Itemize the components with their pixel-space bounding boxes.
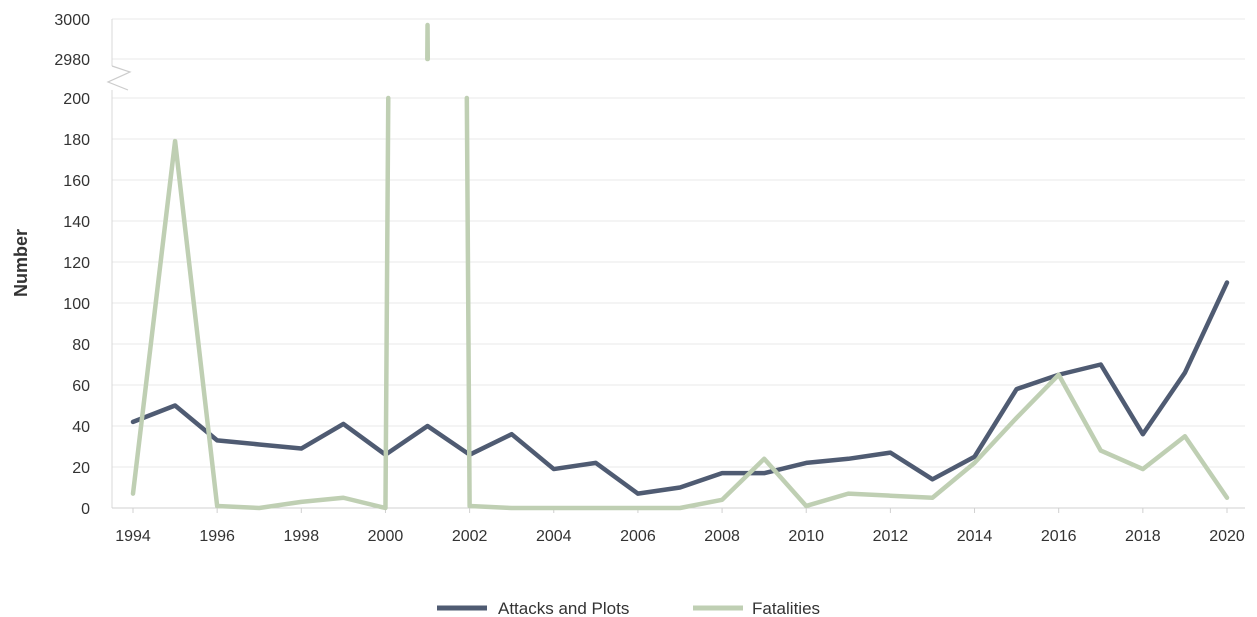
y-axis-label: Number	[11, 229, 31, 297]
legend-label: Fatalities	[752, 599, 820, 617]
legend: Attacks and Plots Fatalities	[437, 599, 820, 617]
series-line	[130, 280, 1230, 496]
series	[130, 22, 1230, 511]
legend-label: Attacks and Plots	[498, 599, 629, 617]
x-tick-label: 2008	[704, 528, 740, 545]
series-fatalities	[130, 22, 1230, 511]
x-tick-label: 2006	[620, 528, 656, 545]
x-tick-label: 2000	[368, 528, 404, 545]
x-tick-label: 2010	[788, 528, 824, 545]
x-tick-label: 2012	[873, 528, 909, 545]
x-tick-label: 1998	[284, 528, 320, 545]
x-tick-label: 2016	[1041, 528, 1077, 545]
x-axis: 1994 1996 1998 2000 2002 2004 2006 2008 2010 2012…	[112, 507, 1245, 545]
x-tick-label: 2004	[536, 528, 572, 545]
x-tick-label: 1996	[199, 528, 235, 545]
y-tick-label: 100	[63, 296, 90, 313]
x-tick-label: 2020	[1209, 528, 1245, 545]
y-tick-label: 60	[72, 378, 90, 395]
legend-item: Fatalities	[693, 599, 820, 617]
y-tick-label: 40	[72, 419, 90, 436]
y-tick-label: 120	[63, 255, 90, 272]
x-tick-label: 1994	[115, 528, 151, 545]
y-tick-label: 140	[63, 214, 90, 231]
y-tick-label: 160	[63, 173, 90, 190]
y-tick-label: 3000	[54, 12, 90, 29]
y-tick-label: 200	[63, 91, 90, 108]
x-tick-label: 2014	[957, 528, 993, 545]
y-tick-label: 2980	[54, 52, 90, 69]
axis-break-mark	[106, 65, 132, 91]
y-tick-label: 20	[72, 460, 90, 477]
x-tick-label: 2018	[1125, 528, 1161, 545]
x-tick-label: 2002	[452, 528, 488, 545]
y-tick-label: 0	[81, 501, 90, 518]
series-line	[130, 22, 1230, 511]
y-tick-label: 80	[72, 337, 90, 354]
grid	[112, 18, 1245, 509]
y-tick-label: 180	[63, 132, 90, 149]
y-axis: 0 20 40 60 80 100 120 140 160 180 200 2980 3000	[54, 12, 132, 518]
legend-item: Attacks and Plots	[437, 599, 629, 617]
series-attacks-and-plots	[130, 280, 1230, 496]
